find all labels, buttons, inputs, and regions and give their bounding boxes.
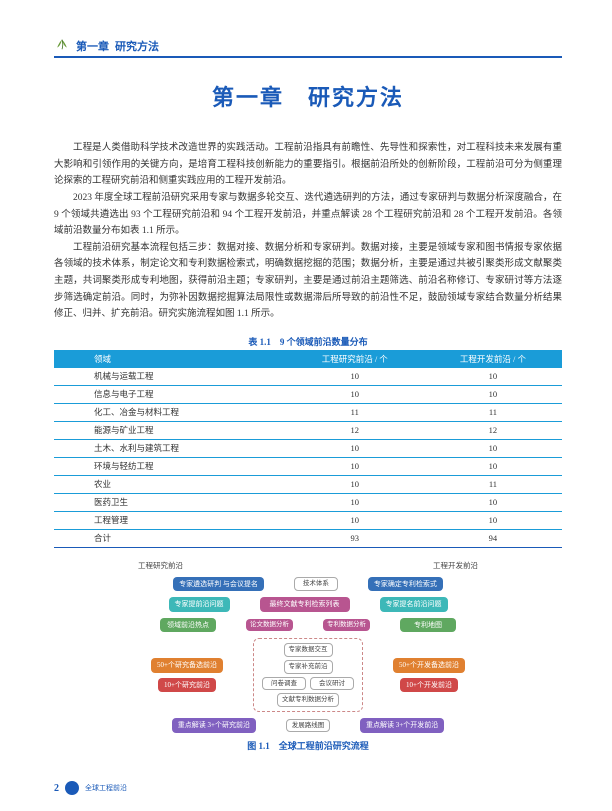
- chapter-title: 第一章 研究方法: [54, 80, 562, 112]
- flow-node: 专利地图: [400, 618, 456, 632]
- paragraph: 2023 年度全球工程前沿研究采用专家与数据多轮交互、迭代遴选研判的方法，通过专…: [54, 190, 562, 240]
- table-cell: 10: [286, 457, 424, 475]
- paragraph: 工程是人类借助科学技术改造世界的实践活动。工程前沿指具有前瞻性、先导性和探索性，…: [54, 140, 562, 190]
- table-cell: 10: [286, 439, 424, 457]
- flow-node: 专家遴选研判 与会议提名: [173, 577, 264, 591]
- table-cell: 94: [424, 529, 562, 547]
- flow-node: 50+个研究备选前沿: [151, 658, 223, 672]
- table-cell: 10: [424, 493, 562, 511]
- flow-node: 文献专利数据分析: [277, 693, 339, 707]
- table-cell: 10: [286, 475, 424, 493]
- chapter-header: 第一章 研究方法: [54, 38, 562, 58]
- flow-header-right: 工程开发前沿: [433, 560, 478, 571]
- table-cell: 10: [424, 457, 562, 475]
- table-cell: 11: [424, 403, 562, 421]
- flow-node: 专家数据交互: [284, 643, 333, 657]
- table-cell: 10: [424, 385, 562, 403]
- flow-node: 专家补充前沿: [284, 660, 333, 674]
- flow-node: 专家提前沿问题: [169, 597, 230, 611]
- table-cell: 10: [424, 511, 562, 529]
- distribution-table: 领域 工程研究前沿 / 个 工程开发前沿 / 个 机械与运载工程1010信息与电…: [54, 350, 562, 548]
- flow-node: 专家确定专利检索式: [368, 577, 443, 591]
- table-cell: 机械与运载工程: [54, 368, 286, 386]
- table-total-row: 合计9394: [54, 529, 562, 547]
- table-cell: 环境与轻纺工程: [54, 457, 286, 475]
- flow-node: 专利数据分析: [323, 619, 370, 631]
- flow-node: 10+个研究前沿: [158, 678, 216, 692]
- table-cell: 能源与矿业工程: [54, 421, 286, 439]
- flow-node: 重点解读 3+个研究前沿: [172, 718, 256, 732]
- table-cell: 化工、冶金与材料工程: [54, 403, 286, 421]
- table-cell: 10: [424, 368, 562, 386]
- table-row: 农业1011: [54, 475, 562, 493]
- flow-node: 领域前沿热点: [160, 618, 216, 632]
- flowchart: 工程研究前沿 工程开发前沿 专家遴选研判 与会议提名 技术体系 专家确定专利检索…: [98, 560, 518, 733]
- table-row: 能源与矿业工程1212: [54, 421, 562, 439]
- flow-header-left: 工程研究前沿: [138, 560, 183, 571]
- table-cell: 11: [286, 403, 424, 421]
- table-cell: 10: [286, 368, 424, 386]
- flow-node: 50+个开发备选前沿: [393, 658, 465, 672]
- table-cell: 医药卫生: [54, 493, 286, 511]
- flow-node: 专家提名前沿问题: [380, 597, 448, 611]
- leaf-icon: [54, 38, 70, 54]
- page-number: 2: [54, 783, 59, 794]
- flow-node: 发展路线图: [286, 719, 330, 733]
- flow-node: 重点解读 3+个开发前沿: [360, 718, 444, 732]
- table-caption: 表 1.1 9 个领域前沿数量分布: [54, 335, 562, 348]
- table-row: 机械与运载工程1010: [54, 368, 562, 386]
- table-row: 医药卫生1010: [54, 493, 562, 511]
- flow-center-group: 专家数据交互 专家补充前沿 问卷调查 会议研讨 文献专利数据分析: [253, 638, 363, 712]
- flow-node: 论文数据分析: [246, 619, 293, 631]
- table-header: 工程研究前沿 / 个: [286, 350, 424, 368]
- page-footer: 2 全球工程前沿: [54, 781, 127, 795]
- flow-node: 最终文献专利检索列表: [260, 597, 350, 611]
- table-header: 领域: [54, 350, 286, 368]
- figure-caption: 图 1.1 全球工程前沿研究流程: [54, 739, 562, 752]
- table-cell: 11: [424, 475, 562, 493]
- table-cell: 合计: [54, 529, 286, 547]
- table-row: 工程管理1010: [54, 511, 562, 529]
- table-cell: 10: [424, 439, 562, 457]
- table-cell: 10: [286, 493, 424, 511]
- table-row: 化工、冶金与材料工程1111: [54, 403, 562, 421]
- table-cell: 12: [424, 421, 562, 439]
- table-row: 土木、水利与建筑工程1010: [54, 439, 562, 457]
- table-cell: 信息与电子工程: [54, 385, 286, 403]
- footer-brand: 全球工程前沿: [85, 783, 127, 793]
- flow-node: 10+个开发前沿: [400, 678, 458, 692]
- paragraph: 工程前沿研究基本流程包括三步：数据对接、数据分析和专家研判。数据对接，主要是领域…: [54, 240, 562, 323]
- table-cell: 10: [286, 511, 424, 529]
- flow-node: 技术体系: [294, 577, 338, 591]
- footer-logo-icon: [65, 781, 79, 795]
- header-chapter: 第一章: [76, 38, 109, 54]
- table-cell: 10: [286, 385, 424, 403]
- table-cell: 93: [286, 529, 424, 547]
- table-cell: 12: [286, 421, 424, 439]
- flow-node: 问卷调查: [262, 677, 306, 691]
- table-cell: 工程管理: [54, 511, 286, 529]
- header-subject: 研究方法: [115, 38, 159, 54]
- table-cell: 农业: [54, 475, 286, 493]
- table-header: 工程开发前沿 / 个: [424, 350, 562, 368]
- table-cell: 土木、水利与建筑工程: [54, 439, 286, 457]
- table-row: 信息与电子工程1010: [54, 385, 562, 403]
- table-row: 环境与轻纺工程1010: [54, 457, 562, 475]
- flow-node: 会议研讨: [310, 677, 354, 691]
